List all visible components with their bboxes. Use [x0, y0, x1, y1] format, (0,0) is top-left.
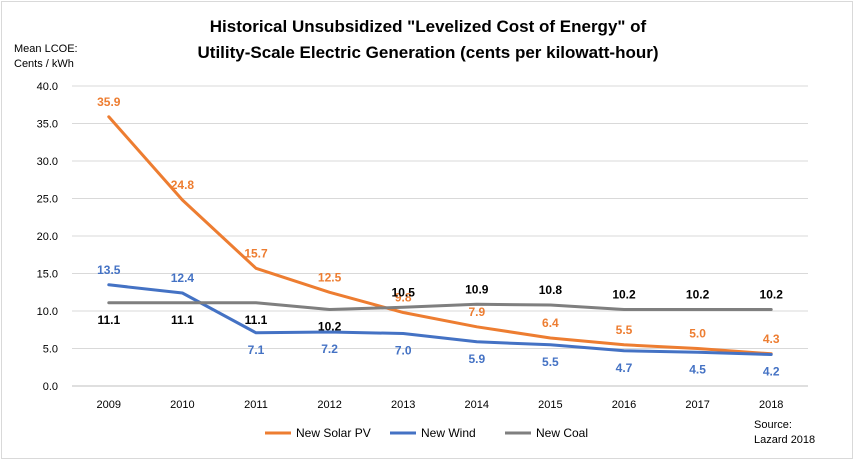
x-tick-label: 2009	[97, 399, 121, 411]
data-label-coal: 10.2	[318, 320, 342, 334]
x-tick-label: 2010	[170, 399, 194, 411]
chart-title-line-1: Historical Unsubsidized "Levelized Cost …	[209, 17, 647, 36]
data-label-wind: 7.2	[321, 342, 338, 356]
series-line-new-wind	[107, 283, 773, 356]
y-axis-label-line-1: Mean LCOE:	[14, 43, 78, 55]
series-line-new-coal	[107, 301, 773, 311]
data-label-solar: 9.8	[395, 291, 412, 305]
x-tick-label: 2018	[759, 399, 783, 411]
data-label-coal: 11.1	[171, 313, 194, 327]
data-label-wind: 4.2	[763, 365, 780, 379]
data-label-wind: 5.5	[542, 355, 559, 369]
data-label-solar: 5.5	[616, 323, 633, 337]
data-label-coal: 10.2	[686, 288, 710, 302]
x-tick-label: 2017	[685, 399, 709, 411]
y-axis-label: Mean LCOE: Cents / kWh	[14, 42, 78, 72]
data-label-wind: 7.0	[395, 344, 412, 358]
data-label-solar: 4.3	[763, 332, 780, 346]
x-tick-label: 2014	[465, 399, 489, 411]
x-tick-label: 2016	[612, 399, 636, 411]
data-label-coal: 11.1	[245, 313, 268, 327]
x-tick-label: 2012	[317, 399, 341, 411]
data-label-wind: 12.4	[171, 271, 195, 285]
data-label-solar: 35.9	[97, 95, 121, 109]
y-tick-label: 10.0	[37, 306, 58, 318]
y-tick-label: 0.0	[43, 381, 58, 393]
data-label-solar: 12.5	[318, 270, 342, 284]
y-tick-label: 5.0	[43, 344, 58, 356]
y-axis-label-line-2: Cents / kWh	[14, 58, 74, 70]
source-note-line-2: Lazard 2018	[754, 434, 816, 446]
y-tick-label: 35.0	[37, 119, 58, 131]
y-tick-label: 30.0	[37, 156, 58, 168]
y-tick-label: 40.0	[37, 81, 58, 93]
data-label-wind: 13.5	[97, 263, 121, 277]
x-tick-label: 2011	[244, 399, 268, 411]
legend-label-new-solar-pv: New Solar PV	[296, 426, 371, 440]
data-label-coal: 11.1	[97, 313, 120, 327]
x-tick-label: 2015	[538, 399, 562, 411]
data-label-coal: 10.8	[539, 283, 563, 297]
data-label-solar: 15.7	[244, 246, 268, 260]
data-label-solar: 7.9	[468, 305, 485, 319]
legend-label-new-coal: New Coal	[536, 426, 588, 440]
x-tick-label: 2013	[391, 399, 415, 411]
data-label-coal: 10.9	[465, 282, 489, 296]
data-label-coal: 10.2	[612, 288, 636, 302]
data-label-solar: 6.4	[542, 316, 559, 330]
data-label-coal: 10.2	[760, 288, 784, 302]
data-label-solar: 5.0	[689, 327, 706, 341]
source-note-line-1: Source:	[754, 419, 792, 431]
source-note: Source: Lazard 2018	[754, 418, 815, 448]
y-tick-label: 25.0	[37, 194, 58, 206]
data-label-solar: 24.8	[171, 178, 195, 192]
y-tick-label: 20.0	[37, 231, 58, 243]
chart-title: Historical Unsubsidized "Levelized Cost …	[0, 14, 856, 66]
chart-title-line-2: Utility-Scale Electric Generation (cents…	[197, 43, 659, 62]
data-label-wind: 5.9	[468, 352, 485, 366]
data-label-wind: 7.1	[248, 343, 265, 357]
legend-label-new-wind: New Wind	[421, 426, 476, 440]
y-tick-label: 15.0	[37, 269, 58, 281]
data-label-wind: 4.7	[616, 361, 633, 375]
series-line-new-solar-pv	[107, 115, 773, 356]
data-label-coal: 10.5	[392, 285, 416, 299]
data-label-wind: 4.5	[689, 362, 706, 376]
